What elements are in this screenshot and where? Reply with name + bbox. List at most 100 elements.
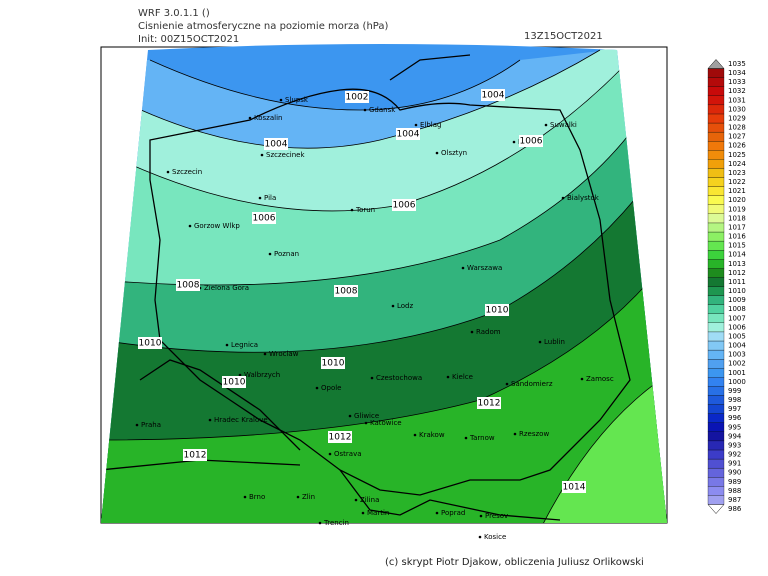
city-name: Zamosc xyxy=(586,375,614,383)
city-name: Szczecin xyxy=(172,168,202,176)
colorbar-swatch xyxy=(707,359,725,369)
colorbar-swatch xyxy=(707,295,725,305)
city-name: Martin xyxy=(367,509,389,517)
colorbar-swatch xyxy=(707,349,725,360)
city-dot xyxy=(513,432,517,436)
city-dot xyxy=(225,343,229,347)
colorbar-label: 1031 xyxy=(728,96,746,104)
colorbar-label: 1007 xyxy=(728,314,746,322)
isobar-label: 1008 xyxy=(335,287,358,297)
colorbar-swatch xyxy=(707,386,725,396)
colorbar-swatch xyxy=(707,504,725,514)
isobar-label-bg xyxy=(396,128,420,140)
isobar-label: 1002 xyxy=(346,93,369,103)
city-name: Brno xyxy=(249,493,265,501)
city-dot xyxy=(461,266,465,270)
city-name: Gorzow Wlkp xyxy=(194,222,240,230)
city-dot xyxy=(296,495,300,499)
colorbar-label: 1034 xyxy=(728,69,746,77)
city-name: Lublin xyxy=(544,338,565,346)
colorbar-label: 1000 xyxy=(728,378,746,386)
city-name: Koszalin xyxy=(254,114,282,122)
colorbar-swatch xyxy=(707,204,725,214)
credits: (c) skrypt Piotr Djakow, obliczenia Juli… xyxy=(385,557,644,568)
city-name: Poznan xyxy=(274,250,299,258)
colorbar-label: 988 xyxy=(728,487,741,495)
isobar-label-bg xyxy=(264,138,288,150)
isobar-label-bg xyxy=(334,285,358,297)
isobar-label-bg xyxy=(345,91,369,103)
colorbar-label: 1010 xyxy=(728,287,746,295)
city-name: Gliwice xyxy=(354,412,379,420)
city-dot xyxy=(318,521,322,525)
colorbar-label: 1028 xyxy=(728,124,746,132)
city-dot xyxy=(135,423,139,427)
colorbar-label: 1018 xyxy=(728,214,746,222)
city-name: Trencin xyxy=(323,519,349,527)
colorbar-swatch xyxy=(707,331,725,342)
city-dot xyxy=(208,418,212,422)
isobar-label-bg xyxy=(328,431,352,443)
band xyxy=(101,280,667,523)
colorbar-label: 1029 xyxy=(728,114,746,122)
city-name: Zilina xyxy=(360,496,379,504)
colorbar-swatch xyxy=(707,195,725,205)
city-dot xyxy=(413,433,417,437)
colorbar-swatch xyxy=(707,340,725,351)
colorbar-label: 997 xyxy=(728,405,741,413)
isobar-label: 1014 xyxy=(563,483,586,493)
colorbar-label: 1012 xyxy=(728,269,746,277)
city-name: Warszawa xyxy=(467,264,502,272)
city-dot xyxy=(260,153,264,157)
city-name: Zielona Gora xyxy=(204,284,249,292)
city-dot xyxy=(464,436,468,440)
isobar-label-bg xyxy=(392,199,416,211)
colorbar-label: 1011 xyxy=(728,278,746,286)
city-dot xyxy=(364,421,368,425)
colorbar-swatch xyxy=(707,268,725,278)
city-dot xyxy=(479,514,483,518)
colorbar-swatch xyxy=(707,422,725,432)
city-dot xyxy=(268,252,272,256)
city-dot xyxy=(328,452,332,456)
city-name: Praha xyxy=(141,421,161,429)
colorbar-label: 994 xyxy=(728,432,742,440)
colorbar-label: 1033 xyxy=(728,78,746,86)
city-name: Kosice xyxy=(484,533,506,541)
colorbar-swatch xyxy=(707,413,725,423)
model-label: WRF 3.0.1.1 () xyxy=(138,8,210,19)
colorbar-label: 1005 xyxy=(728,332,746,340)
colorbar-swatch xyxy=(707,495,725,505)
city-dot xyxy=(348,414,352,418)
colorbar-label: 1027 xyxy=(728,133,746,141)
city-name: Wroclaw xyxy=(269,350,299,358)
isobar-label-bg xyxy=(176,279,200,291)
colorbar-swatch xyxy=(707,467,725,478)
city-dot xyxy=(561,196,565,200)
isobar-label-bg xyxy=(477,397,501,409)
city-dot xyxy=(538,340,542,344)
isobar-label: 1012 xyxy=(329,433,352,443)
colorbar-swatch xyxy=(707,322,725,333)
colorbar-swatch xyxy=(707,159,725,169)
city-name: Opole xyxy=(321,384,342,392)
colorbar-label: 1021 xyxy=(728,187,746,195)
colorbar-label: 1026 xyxy=(728,142,746,150)
colorbar-label: 991 xyxy=(728,460,741,468)
colorbar-label: 1008 xyxy=(728,305,746,313)
isobar-label: 1010 xyxy=(139,339,162,349)
city-dot xyxy=(414,123,418,127)
colorbar-swatch xyxy=(707,231,725,242)
isobar-label: 1008 xyxy=(177,281,200,291)
colorbar-swatch xyxy=(707,431,725,442)
colorbar-label: 1024 xyxy=(728,160,746,168)
city-dot xyxy=(580,377,584,381)
city-dot xyxy=(505,382,509,386)
map-title: Cisnienie atmosferyczne na poziomie morz… xyxy=(138,21,389,32)
colorbar-swatch xyxy=(707,168,725,178)
colorbar-swatch xyxy=(707,404,725,414)
colorbar-swatch xyxy=(707,477,725,487)
isobar-label-bg xyxy=(138,337,162,349)
colorbar-swatch xyxy=(707,449,725,460)
colorbar-label: 1020 xyxy=(728,196,746,204)
